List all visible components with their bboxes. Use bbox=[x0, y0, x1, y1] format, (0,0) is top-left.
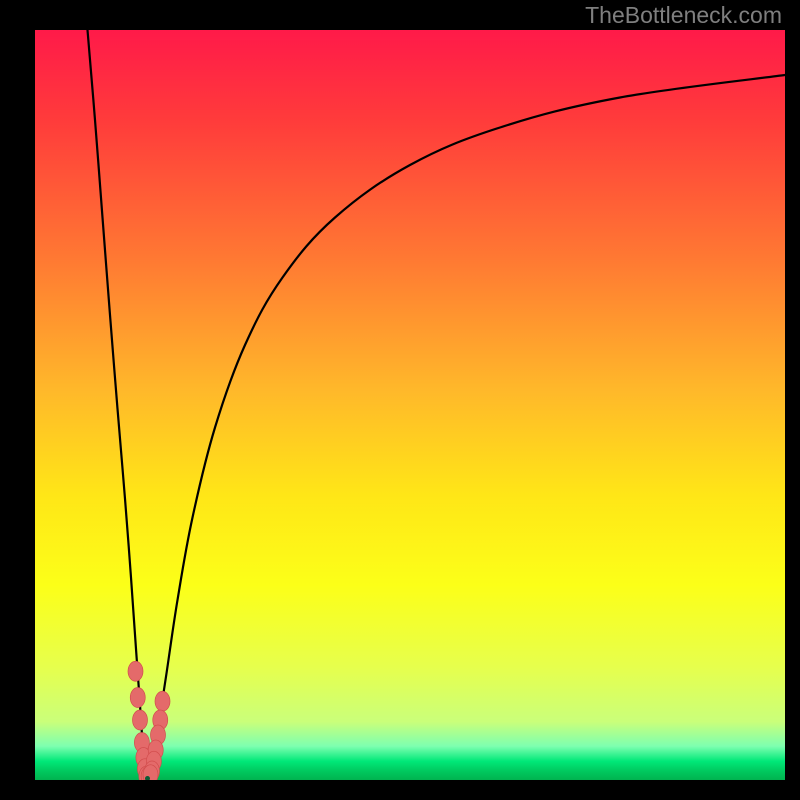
gradient-background bbox=[35, 30, 785, 780]
source-label: TheBottleneck.com bbox=[585, 2, 782, 29]
outer-frame: TheBottleneck.com bbox=[0, 0, 800, 800]
plot-area bbox=[35, 30, 785, 780]
